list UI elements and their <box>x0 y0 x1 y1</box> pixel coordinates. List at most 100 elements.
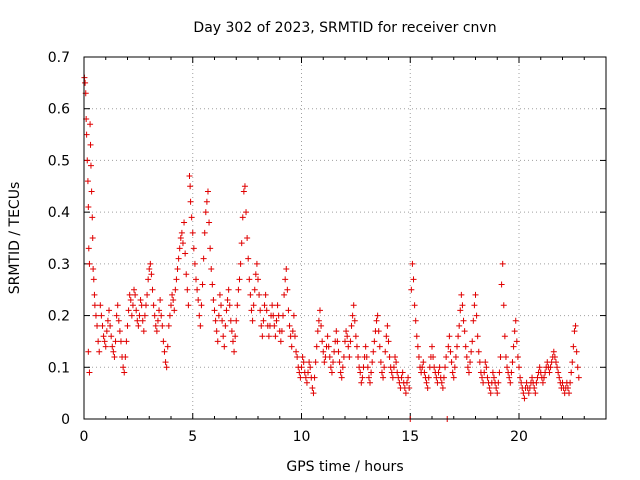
data-point <box>158 312 165 319</box>
data-point <box>481 369 488 376</box>
data-point <box>378 369 385 376</box>
data-point <box>146 266 153 273</box>
data-point <box>226 302 233 309</box>
data-point <box>177 235 184 241</box>
data-point <box>517 374 524 381</box>
data-point <box>461 328 468 335</box>
data-point <box>90 276 97 283</box>
data-point <box>493 384 500 391</box>
data-point <box>398 374 405 381</box>
data-point <box>227 317 234 324</box>
data-point <box>229 338 236 345</box>
data-point <box>186 172 193 179</box>
data-point <box>111 353 118 360</box>
data-point <box>299 353 306 360</box>
data-point <box>249 317 256 324</box>
data-point <box>447 348 454 355</box>
data-point <box>258 322 265 329</box>
data-point <box>456 322 463 329</box>
data-point <box>256 291 263 298</box>
data-point <box>168 302 174 309</box>
data-point <box>508 369 515 376</box>
data-point <box>166 312 173 319</box>
data-point <box>454 343 461 350</box>
x-tick-label: 0 <box>80 429 89 445</box>
data-point <box>112 338 119 345</box>
data-point <box>438 379 445 386</box>
data-point <box>85 203 92 210</box>
data-point <box>539 379 546 386</box>
data-point <box>315 317 322 324</box>
data-point <box>131 286 138 293</box>
data-point <box>513 338 520 345</box>
data-point <box>469 338 476 345</box>
data-point <box>204 188 211 195</box>
x-axis-label: GPS time / hours <box>286 459 403 475</box>
data-point <box>376 343 383 350</box>
data-point <box>436 364 443 371</box>
data-point <box>214 338 221 345</box>
data-point <box>455 333 462 340</box>
data-point <box>365 374 372 381</box>
data-point <box>104 317 111 324</box>
data-point <box>150 302 157 309</box>
data-point <box>273 317 280 324</box>
data-point <box>358 379 365 386</box>
data-point <box>536 364 543 371</box>
data-point <box>206 219 213 226</box>
y-tick-label: 0.3 <box>48 257 70 273</box>
data-point <box>243 209 250 216</box>
data-point <box>219 317 226 324</box>
data-point <box>316 307 323 314</box>
data-point <box>174 266 181 273</box>
data-point <box>255 276 261 283</box>
data-point <box>495 379 502 386</box>
data-point <box>474 333 481 340</box>
data-point <box>135 322 142 329</box>
y-tick-label: 0.6 <box>48 102 70 118</box>
data-point <box>551 353 558 360</box>
data-point <box>364 364 371 371</box>
data-point <box>231 348 238 355</box>
data-point <box>296 369 303 376</box>
data-point <box>196 312 203 319</box>
data-point <box>151 312 158 319</box>
data-point <box>90 266 97 273</box>
data-point <box>215 312 222 319</box>
data-point <box>500 302 507 309</box>
data-point <box>108 333 115 340</box>
data-point <box>84 178 91 185</box>
data-point <box>141 312 148 319</box>
data-point <box>252 271 259 278</box>
data-point <box>291 333 298 340</box>
data-point <box>235 286 242 293</box>
data-point <box>475 348 482 355</box>
data-point <box>480 379 487 386</box>
data-point <box>98 312 105 319</box>
data-point <box>570 343 577 350</box>
y-tick-label: 0.4 <box>48 205 70 221</box>
data-point <box>504 364 511 371</box>
data-point <box>459 302 466 309</box>
data-point <box>499 260 506 267</box>
y-tick-label: 0.7 <box>48 50 70 66</box>
data-point <box>339 364 346 371</box>
data-point <box>318 322 325 329</box>
data-point <box>494 390 501 397</box>
data-point <box>483 364 490 371</box>
data-point <box>89 235 96 241</box>
data-point <box>87 141 94 148</box>
data-point <box>446 333 453 340</box>
data-point <box>531 384 538 391</box>
data-point <box>319 338 326 345</box>
data-point <box>224 297 231 304</box>
data-point <box>176 245 183 252</box>
data-point <box>121 369 128 376</box>
data-point <box>338 374 345 381</box>
data-point <box>569 359 576 366</box>
data-point <box>305 369 312 376</box>
data-point <box>442 364 449 371</box>
data-point <box>110 348 117 355</box>
data-point <box>178 229 185 236</box>
